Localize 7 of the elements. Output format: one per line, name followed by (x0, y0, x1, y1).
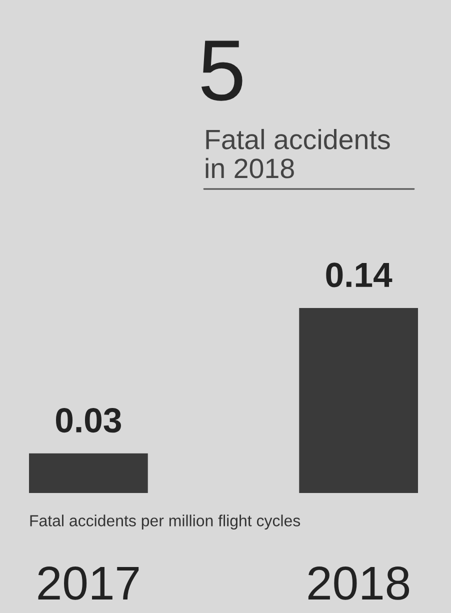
data-label: 0.14 (326, 262, 392, 288)
x-tick-label: 2017 (38, 566, 139, 600)
x-axis-title: Fatal accidents per million flight cycles (30, 514, 300, 530)
text: Fatal accidents in 2018 (206, 128, 390, 178)
data-label: 0.03 (56, 408, 121, 433)
x-tick-label: 2018 (308, 566, 410, 600)
text: 5 (201, 40, 242, 101)
